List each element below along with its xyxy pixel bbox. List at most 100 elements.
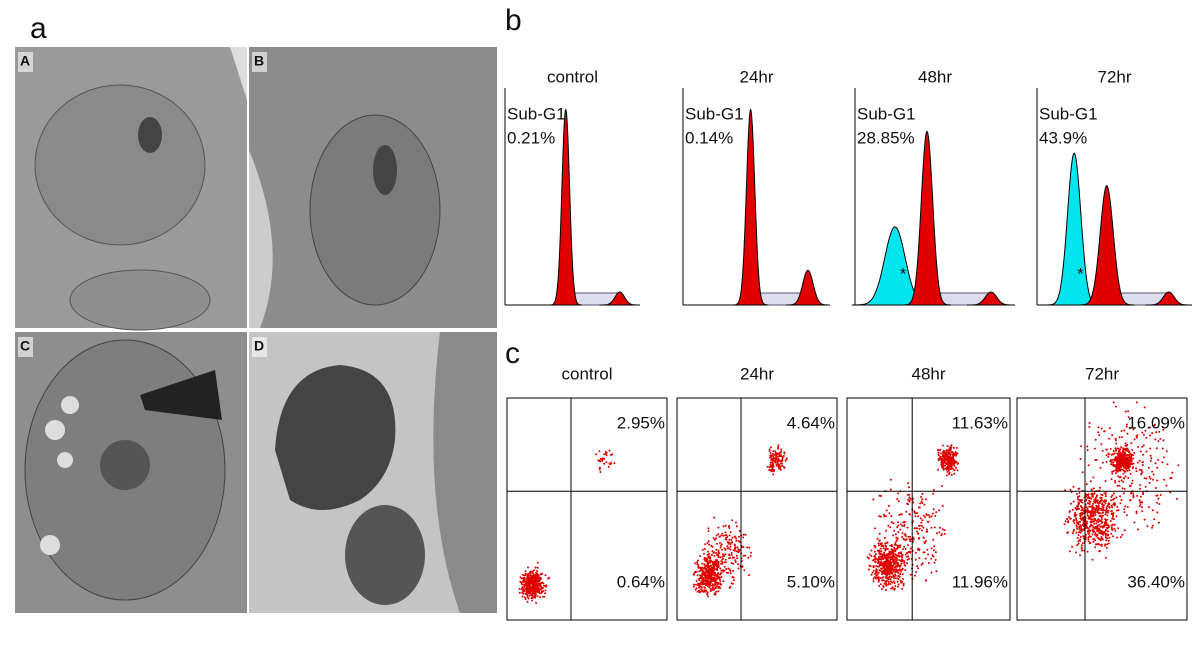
dot	[1122, 451, 1124, 453]
dot	[767, 466, 769, 468]
dot	[1103, 500, 1105, 502]
dot	[1086, 483, 1088, 485]
image-label: B	[254, 53, 264, 69]
dot	[889, 564, 891, 566]
dot	[948, 473, 950, 475]
dot	[890, 515, 892, 517]
dot	[603, 463, 605, 465]
dot	[886, 575, 888, 577]
dot	[1101, 504, 1103, 506]
dot	[1090, 519, 1092, 521]
dot	[1075, 517, 1077, 519]
dot	[1122, 465, 1124, 467]
dot	[950, 461, 952, 463]
dot	[1095, 522, 1097, 524]
dot	[1078, 534, 1080, 536]
dot	[882, 576, 884, 578]
dot	[722, 553, 724, 555]
dot	[775, 454, 777, 456]
panel-label: a	[30, 12, 47, 45]
dot	[1110, 520, 1112, 522]
dot	[1141, 473, 1143, 475]
dot	[876, 571, 878, 573]
dot	[947, 463, 949, 465]
dot	[1106, 527, 1108, 529]
dot	[693, 584, 695, 586]
dot	[1074, 514, 1076, 516]
dot	[902, 559, 904, 561]
dot	[891, 521, 893, 523]
dot	[1130, 457, 1132, 459]
dot	[722, 580, 724, 582]
dot	[1096, 459, 1098, 461]
dot	[716, 543, 718, 545]
dot	[938, 459, 940, 461]
dot	[909, 538, 911, 540]
dot	[729, 587, 731, 589]
dot	[909, 536, 911, 538]
dot	[1105, 449, 1107, 451]
dot	[772, 458, 774, 460]
dot	[925, 558, 927, 560]
dot	[718, 590, 720, 592]
dot	[1136, 437, 1138, 439]
dot	[1091, 495, 1093, 497]
dot	[1169, 477, 1171, 479]
dot	[956, 469, 958, 471]
dot	[892, 534, 894, 536]
dot	[1095, 512, 1097, 514]
dot	[1114, 530, 1116, 532]
dot	[1101, 525, 1103, 527]
dot	[920, 517, 922, 519]
dot	[1100, 536, 1102, 538]
dot	[941, 460, 943, 462]
dot	[602, 457, 604, 459]
dot	[873, 580, 875, 582]
dot	[734, 559, 736, 561]
dot	[1068, 516, 1070, 518]
dot	[1102, 462, 1104, 464]
dot	[1097, 431, 1099, 433]
dot	[871, 550, 873, 552]
dot	[894, 582, 896, 584]
asterisk: *	[900, 264, 907, 283]
dot	[1165, 485, 1167, 487]
dot	[1094, 532, 1096, 534]
dot	[1094, 498, 1096, 500]
dot	[1126, 463, 1128, 465]
dot	[1125, 442, 1127, 444]
dot	[720, 547, 722, 549]
dot	[1080, 515, 1082, 517]
lower-right-pct: 5.10%	[787, 572, 835, 591]
dot	[902, 573, 904, 575]
dot	[529, 592, 531, 594]
dot	[719, 587, 721, 589]
dot	[919, 502, 921, 504]
dot	[526, 574, 528, 576]
dot	[881, 542, 883, 544]
dot	[1137, 462, 1139, 464]
dot	[915, 552, 917, 554]
dot	[953, 447, 955, 449]
dot	[941, 467, 943, 469]
dot	[1088, 495, 1090, 497]
dot	[1163, 479, 1165, 481]
dot	[939, 527, 941, 529]
dot	[895, 540, 897, 542]
dot	[895, 571, 897, 573]
dot	[707, 585, 709, 587]
dot	[877, 574, 879, 576]
dot	[785, 460, 787, 462]
dot	[879, 533, 881, 535]
dot	[693, 574, 695, 576]
dot	[1126, 460, 1128, 462]
dot	[1123, 477, 1125, 479]
dot	[717, 587, 719, 589]
dot	[780, 469, 782, 471]
dot	[715, 563, 717, 565]
dot	[939, 449, 941, 451]
dot	[1112, 503, 1114, 505]
plot-title: 48hr	[911, 364, 945, 383]
dot	[888, 512, 890, 514]
dot	[878, 585, 880, 587]
